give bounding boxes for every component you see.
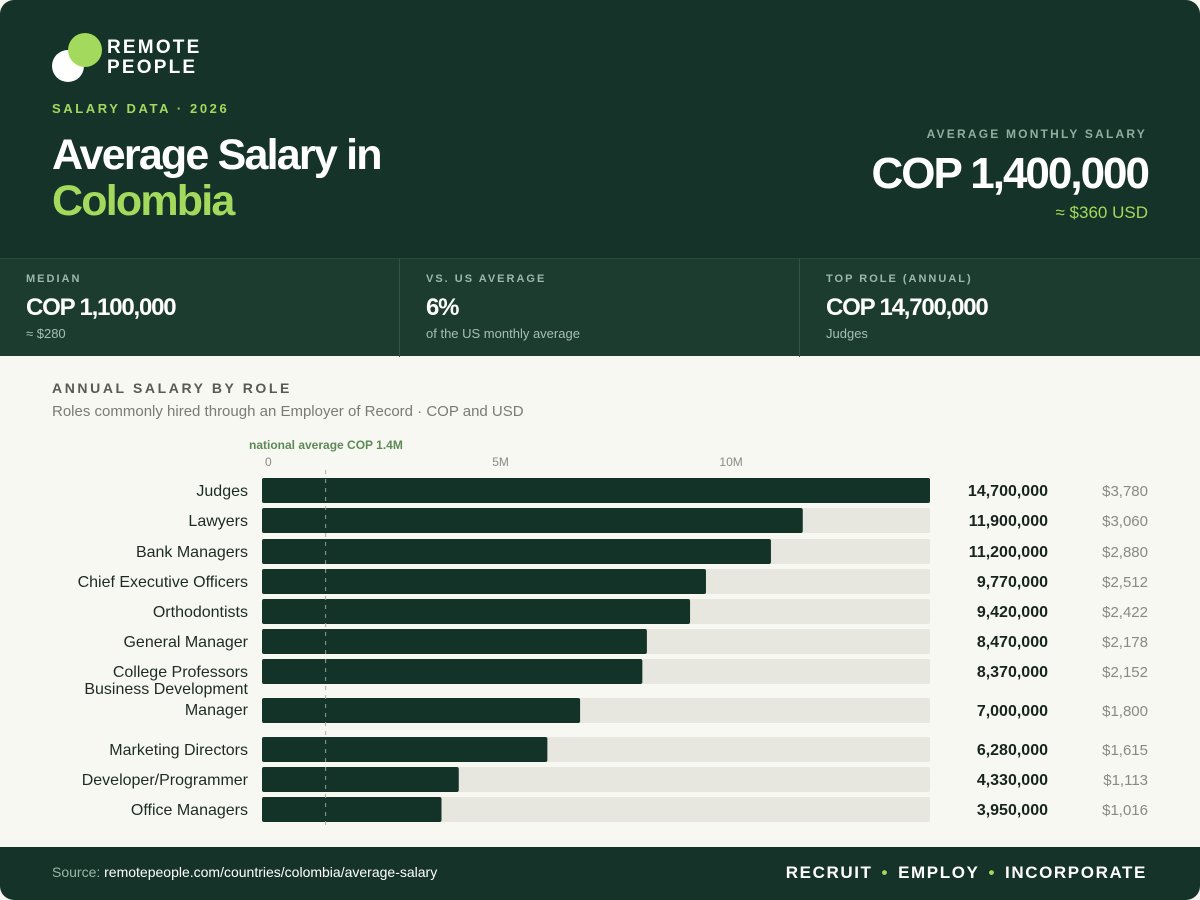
x-tick-label: 5M [492,455,509,469]
source-prefix: Source: [52,864,105,880]
salary-bar [262,539,771,564]
role-label: Chief Executive Officers [78,574,248,591]
average-salary-value: COP 1,400,000 [871,149,1150,198]
cop-value-label: 11,200,000 [969,544,1048,561]
title-line-2: Colombia [52,177,235,225]
tagline-recruit: RECRUIT [785,863,873,882]
source-note: Source: remotepeople.com/countries/colom… [52,864,437,880]
x-tick-label: 10M [719,455,742,469]
salary-bar [262,659,643,684]
cop-value-label: 11,900,000 [969,513,1048,530]
stat-label: TOP ROLE (ANNUAL) [826,273,973,285]
usd-value-label: $1,615 [1102,742,1148,759]
stat-value: 6% [426,294,459,321]
salary-bar [262,737,548,762]
usd-value-label: $1,800 [1102,703,1148,720]
cop-value-label: 7,000,000 [977,703,1048,720]
stat-sub: Judges [826,326,868,341]
stats-strip: MEDIAN COP 1,100,000 ≈ $280 VS. US AVERA… [0,258,1200,357]
salary-bar [262,478,930,503]
eyebrow-label: SALARY DATA · 2026 [52,101,230,116]
role-label: Marketing Directors [109,742,248,759]
source-link[interactable]: remotepeople.com/countries/colombia/aver… [104,864,438,880]
cop-value-label: 9,770,000 [977,574,1048,591]
salary-bar [262,767,459,792]
chart-section-title: ANNUAL SALARY BY ROLE [52,380,292,396]
role-label: College Professors [113,664,248,681]
stat-value: COP 1,100,000 [26,294,177,321]
national-average-label: national average COP 1.4M [249,438,403,452]
usd-value-label: $2,178 [1102,634,1148,651]
x-tick-label: 0 [265,455,272,469]
usd-value-label: $3,780 [1102,483,1148,500]
stat-top-role: TOP ROLE (ANNUAL) COP 14,700,000 Judges [799,259,1200,357]
brand-name: REMOTE PEOPLE [107,38,201,78]
stat-label: MEDIAN [26,273,82,285]
role-label: Manager [185,702,249,719]
page-title: Average Salary in Colombia [52,131,383,225]
stat-vs-us-average: VS. US AVERAGE 6% of the US monthly aver… [399,259,799,357]
cop-value-label: 4,330,000 [977,772,1048,789]
salary-bar [262,569,706,594]
salary-bar [262,508,803,533]
stat-median: MEDIAN COP 1,100,000 ≈ $280 [0,259,400,357]
cop-value-label: 14,700,000 [968,483,1048,500]
cop-value-label: 6,280,000 [977,742,1048,759]
stat-sub: of the US monthly average [426,326,580,341]
usd-value-label: $3,060 [1102,513,1148,530]
role-label: Office Managers [131,802,248,819]
title-line-1: Average Salary in [52,131,383,179]
cop-value-label: 8,470,000 [977,634,1048,651]
usd-value-label: $2,880 [1102,544,1148,561]
salary-bar [262,629,647,654]
footer: Source: remotepeople.com/countries/colom… [0,847,1200,900]
role-label: Judges [196,483,248,500]
salary-bar [262,797,442,822]
tagline-employ: EMPLOY [898,863,980,882]
average-salary-usd: ≈ $360 USD [1055,203,1149,222]
role-label: Developer/Programmer [82,772,249,789]
tagline-separator: • [881,863,890,882]
salary-bar-chart: 0 5M 10M Judges 14,700,000 $3,780 Lawyers 11,90… [78,438,1148,828]
role-label: Business Development [84,681,248,698]
cop-value-label: 3,950,000 [977,802,1048,819]
stat-value: COP 14,700,000 [826,294,989,321]
header: REMOTE PEOPLE SALARY DATA · 2026 Average… [0,0,1200,258]
average-salary-label: AVERAGE MONTHLY SALARY [926,127,1147,141]
cop-value-label: 9,420,000 [977,604,1048,621]
salary-bar [262,698,581,723]
stat-label: VS. US AVERAGE [426,273,547,285]
brand-line-2: PEOPLE [107,57,198,78]
tagline: RECRUIT • EMPLOY • INCORPORATE [786,863,1147,883]
usd-value-label: $2,422 [1102,604,1148,621]
tagline-incorporate: INCORPORATE [1005,863,1147,882]
salary-bar [262,599,691,624]
role-label: Bank Managers [136,544,248,561]
brand-line-1: REMOTE [107,37,202,58]
tagline-separator: • [988,863,997,882]
usd-value-label: $2,512 [1102,574,1148,591]
role-label: General Manager [123,634,248,651]
remote-people-logo-icon [52,33,102,82]
usd-value-label: $1,113 [1103,772,1148,789]
usd-value-label: $2,152 [1102,664,1148,681]
role-label: Lawyers [188,513,248,530]
cop-value-label: 8,370,000 [977,664,1048,681]
chart-section-subtitle: Roles commonly hired through an Employer… [52,403,524,420]
usd-value-label: $1,016 [1102,802,1148,819]
stat-sub: ≈ $280 [26,326,66,341]
role-label: Orthodontists [153,604,248,621]
